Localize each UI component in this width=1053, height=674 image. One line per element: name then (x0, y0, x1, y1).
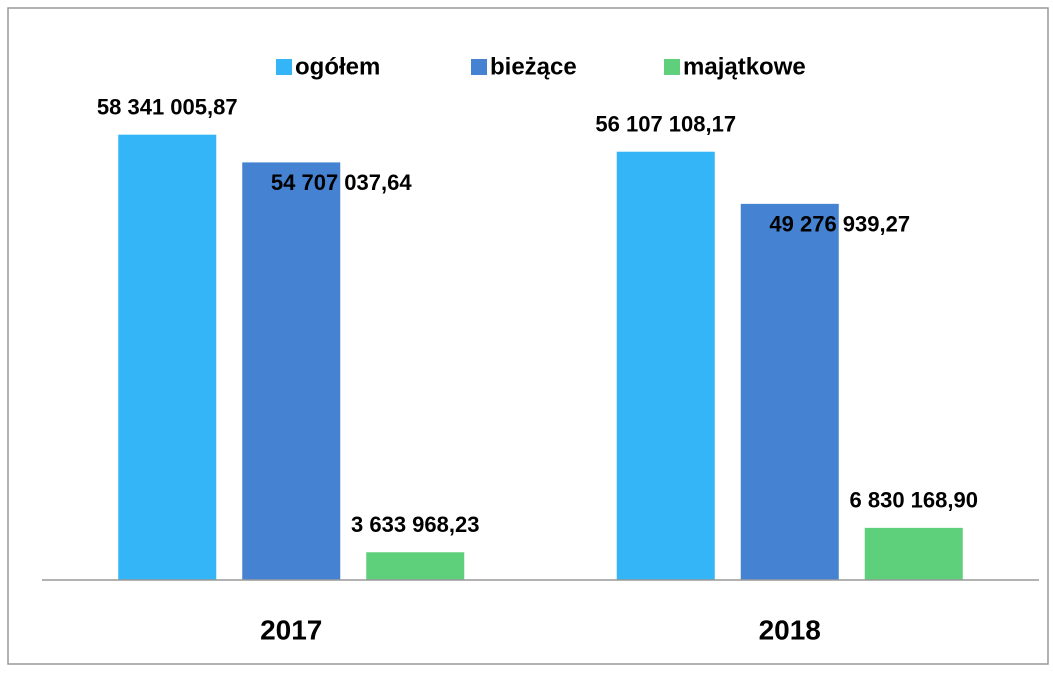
data-label: 3 633 968,23 (351, 512, 479, 537)
legend-swatch (664, 59, 680, 75)
data-label: 49 276 939,27 (769, 212, 910, 237)
bar (118, 134, 217, 581)
data-label: 58 341 005,87 (97, 94, 238, 119)
legend-swatch (276, 59, 292, 75)
x-tick-label: 2018 (759, 614, 821, 645)
bar (366, 552, 465, 580)
data-label: 6 830 168,90 (850, 488, 978, 513)
legend-swatch (471, 59, 487, 75)
bar (864, 527, 963, 580)
data-label: 54 707 037,64 (271, 170, 412, 195)
x-tick-label: 2017 (260, 614, 322, 645)
bar (242, 162, 341, 580)
bar (740, 203, 839, 580)
legend-label: majątkowe (683, 53, 806, 80)
bar (616, 151, 715, 580)
data-label: 56 107 108,17 (595, 112, 736, 137)
legend-label: ogółem (295, 53, 380, 80)
legend-label: bieżące (490, 53, 577, 80)
